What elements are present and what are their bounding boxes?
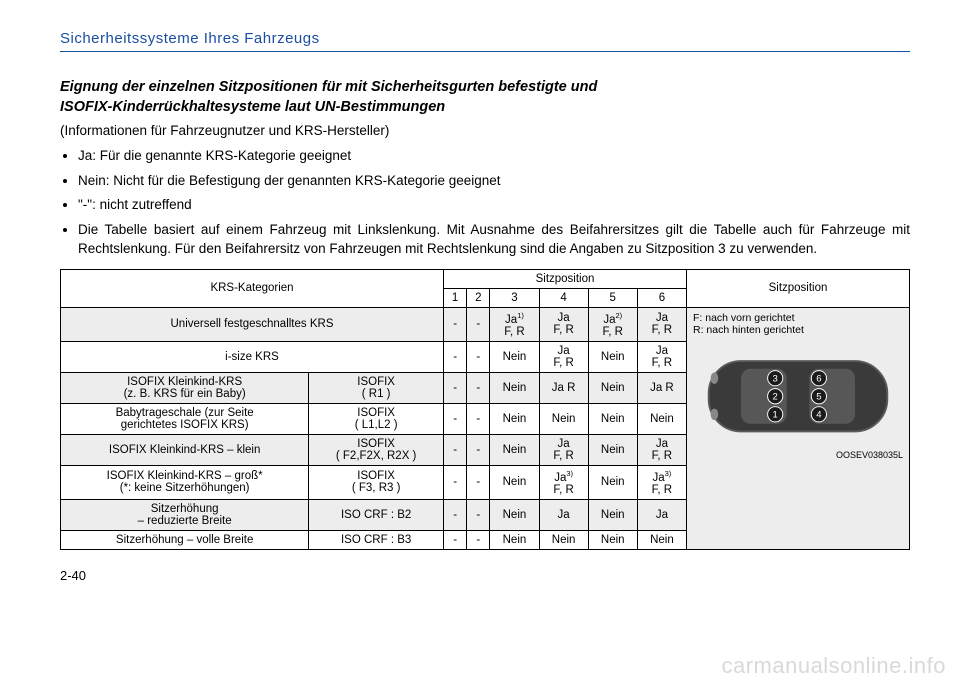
cell-value: -	[444, 434, 467, 465]
cell-value: -	[467, 434, 490, 465]
row-category: ISOFIX Kleinkind-KRS – klein	[61, 434, 309, 465]
page-number: 2-40	[60, 568, 910, 583]
row-category: Sitzerhöhung– reduzierte Breite	[61, 499, 309, 530]
bullet-item: Nein: Nicht für die Befestigung der gena…	[78, 171, 910, 191]
bullet-item: Ja: Für die genannte KRS-Kategorie geeig…	[78, 146, 910, 166]
svg-text:2: 2	[773, 392, 778, 403]
cell-value: -	[444, 307, 467, 341]
title-line-2: ISOFIX-Kinderrückhaltesysteme laut UN-Be…	[60, 99, 445, 115]
cell-value: Nein	[490, 434, 539, 465]
cell-value: Nein	[588, 499, 637, 530]
cell-value: Ja1)F, R	[490, 307, 539, 341]
col-sitzposition-group: Sitzposition	[444, 269, 687, 288]
row-category: Sitzerhöhung – volle Breite	[61, 530, 309, 549]
cell-value: Ja R	[539, 372, 588, 403]
section-header: Sicherheitssysteme Ihres Fahrzeugs	[60, 30, 910, 52]
cell-value: Nein	[637, 403, 686, 434]
bullet-item: Die Tabelle basiert auf einem Fahrzeug m…	[78, 220, 910, 259]
cell-value: JaF, R	[539, 307, 588, 341]
cell-value: Nein	[588, 403, 637, 434]
row-category: i-size KRS	[61, 341, 444, 372]
row-category: Babytrageschale (zur Seitegerichtetes IS…	[61, 403, 309, 434]
table-row: Universell festgeschnalltes KRS--Ja1)F, …	[61, 307, 910, 341]
cell-value: Ja3)F, R	[637, 465, 686, 499]
row-subcategory: ISOFIX( F2,F2X, R2X )	[309, 434, 444, 465]
row-category: ISOFIX Kleinkind-KRS(z. B. KRS für ein B…	[61, 372, 309, 403]
cell-value: Ja3)F, R	[539, 465, 588, 499]
car-diagram: 1 4 2 5 3 6	[693, 344, 903, 449]
row-subcategory: ISOFIX( F3, R3 )	[309, 465, 444, 499]
row-subcategory: ISO CRF : B3	[309, 530, 444, 549]
cell-value: -	[467, 465, 490, 499]
cell-value: -	[444, 341, 467, 372]
svg-text:1: 1	[773, 410, 778, 421]
legend-r: R: nach hinten gerichtet	[693, 324, 903, 336]
cell-value: -	[467, 372, 490, 403]
cell-value: Nein	[539, 403, 588, 434]
cell-value: -	[444, 530, 467, 549]
col-kategorien: KRS-Kategorien	[61, 269, 444, 307]
pos-header: 3	[490, 288, 539, 307]
cell-value: Nein	[490, 341, 539, 372]
cell-value: JaF, R	[637, 434, 686, 465]
cell-value: Ja	[637, 499, 686, 530]
legend-cell: F: nach vorn gerichtetR: nach hinten ger…	[687, 307, 910, 549]
cell-value: -	[467, 403, 490, 434]
title-line-1: Eignung der einzelnen Sitzpositionen für…	[60, 79, 597, 95]
page-title: Eignung der einzelnen Sitzpositionen für…	[60, 78, 910, 117]
pos-header: 5	[588, 288, 637, 307]
pos-header: 2	[467, 288, 490, 307]
cell-value: -	[467, 499, 490, 530]
cell-value: Nein	[490, 499, 539, 530]
row-subcategory: ISO CRF : B2	[309, 499, 444, 530]
row-subcategory: ISOFIX( L1,L2 )	[309, 403, 444, 434]
row-category: Universell festgeschnalltes KRS	[61, 307, 444, 341]
cell-value: Nein	[490, 403, 539, 434]
cell-value: -	[467, 530, 490, 549]
cell-value: -	[444, 403, 467, 434]
krs-table: KRS-Kategorien Sitzposition Sitzposition…	[60, 269, 910, 550]
svg-text:5: 5	[816, 392, 821, 403]
cell-value: Nein	[588, 434, 637, 465]
pos-header: 4	[539, 288, 588, 307]
watermark: carmanualsonline.info	[721, 653, 946, 679]
cell-value: Nein	[588, 465, 637, 499]
svg-text:6: 6	[816, 373, 821, 384]
cell-value: -	[444, 465, 467, 499]
cell-value: Nein	[490, 530, 539, 549]
row-subcategory: ISOFIX( R1 )	[309, 372, 444, 403]
legend-f: F: nach vorn gerichtet	[693, 312, 903, 324]
pos-header: 6	[637, 288, 686, 307]
cell-value: JaF, R	[539, 341, 588, 372]
svg-text:3: 3	[773, 373, 778, 384]
cell-value: Nein	[588, 372, 637, 403]
svg-text:4: 4	[816, 410, 821, 421]
cell-value: Nein	[490, 465, 539, 499]
cell-value: -	[467, 341, 490, 372]
cell-value: Nein	[637, 530, 686, 549]
cell-value: Nein	[588, 530, 637, 549]
cell-value: JaF, R	[539, 434, 588, 465]
cell-value: Ja2)F, R	[588, 307, 637, 341]
cell-value: -	[467, 307, 490, 341]
cell-value: JaF, R	[637, 307, 686, 341]
cell-value: -	[444, 499, 467, 530]
cell-value: Ja	[539, 499, 588, 530]
cell-value: -	[444, 372, 467, 403]
cell-value: Ja R	[637, 372, 686, 403]
pos-header: 1	[444, 288, 467, 307]
cell-value: Nein	[490, 372, 539, 403]
cell-value: JaF, R	[637, 341, 686, 372]
col-sitzposition-legend: Sitzposition	[687, 269, 910, 307]
image-code: OOSEV038035L	[693, 450, 903, 460]
subtitle: (Informationen für Fahrzeugnutzer und KR…	[60, 123, 910, 138]
row-category: ISOFIX Kleinkind-KRS – groß*(*: keine Si…	[61, 465, 309, 499]
bullet-list: Ja: Für die genannte KRS-Kategorie geeig…	[60, 146, 910, 259]
bullet-item: "-": nicht zutreffend	[78, 195, 910, 215]
cell-value: Nein	[539, 530, 588, 549]
cell-value: Nein	[588, 341, 637, 372]
